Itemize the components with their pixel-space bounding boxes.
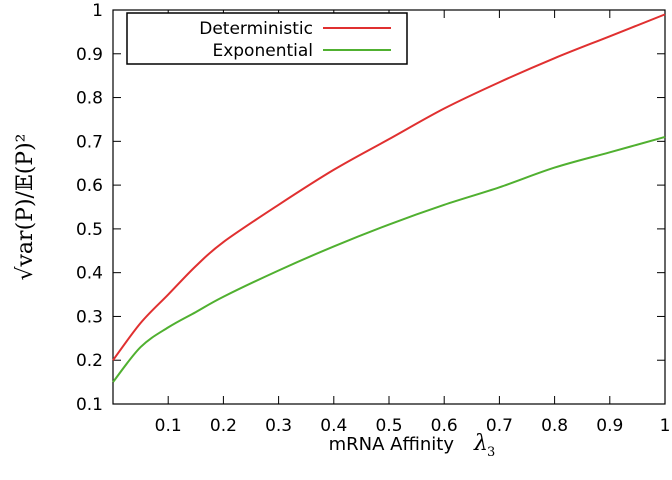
x-axis-subscript: 3 [487, 445, 495, 460]
x-axis-label: mRNA Affinity λ 3 [329, 431, 496, 460]
plot-frame [112, 9, 666, 405]
x-tick-label: 0.3 [265, 416, 292, 436]
x-tick-label: 0.4 [320, 416, 347, 436]
x-tick-label: 0.2 [210, 416, 237, 436]
axis-ticks: 0.1 0.2 0.3 0.4 0.5 0.6 0.7 0.8 0.9 1 0.1 0.2 0.3 0.4… [76, 1, 670, 436]
x-tick-label: 0.8 [541, 416, 568, 436]
y-tick-label: 0.4 [76, 264, 103, 284]
y-tick-label: 1 [92, 1, 103, 21]
x-tick-label: 0.7 [486, 416, 513, 436]
plot-area [112, 9, 666, 405]
series-line-deterministic [112, 13, 666, 361]
y-tick-label: 0.7 [76, 132, 103, 152]
y-axis-label: √var(P)/𝔼(P)² [13, 133, 38, 280]
legend-label-deterministic: Deterministic [199, 19, 313, 39]
y-tick-label: 0.2 [76, 351, 103, 371]
x-tick-label: 0.9 [596, 416, 623, 436]
y-tick-label: 0.1 [76, 395, 103, 415]
series-line-exponential [112, 135, 666, 383]
y-tick-label: 0.5 [76, 220, 103, 240]
y-axis-title: √var(P)/𝔼(P)² [13, 133, 38, 280]
x-tick-label: 1 [660, 416, 671, 436]
y-tick-label: 0.6 [76, 176, 103, 196]
x-tick-label: 0.6 [431, 416, 458, 436]
legend-label-exponential: Exponential [212, 41, 313, 61]
x-axis-title: mRNA Affinity [329, 434, 455, 455]
x-tick-label: 0.1 [155, 416, 182, 436]
legend-box [126, 12, 408, 65]
y-tick-label: 0.8 [76, 89, 103, 109]
y-tick-label: 0.9 [76, 45, 103, 65]
x-tick-label: 0.5 [375, 416, 402, 436]
x-axis-symbol: λ [473, 431, 488, 456]
series-lines [112, 13, 666, 383]
y-tick-label: 0.3 [76, 307, 103, 327]
